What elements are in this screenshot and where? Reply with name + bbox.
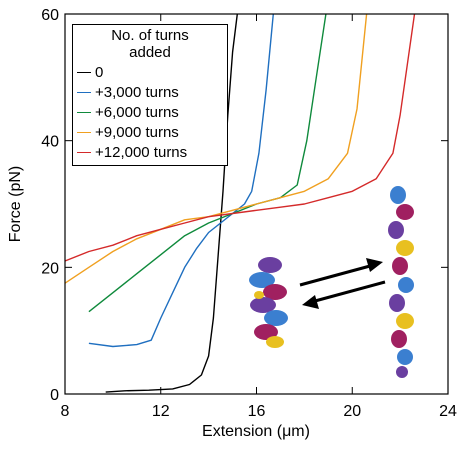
legend-entry: +3,000 turns [73, 82, 227, 102]
legend-label: +3,000 turns [95, 83, 179, 101]
supercoiled-dna [249, 257, 288, 348]
y-tick-label: 60 [41, 7, 59, 24]
legend-entry: 0 [73, 62, 227, 82]
legend-swatch [77, 111, 91, 113]
x-tick-label: 12 [152, 403, 170, 420]
series-line [88, 14, 274, 348]
legend: No. of turns added 0 +3,000 turns +6,000 t… [72, 24, 228, 166]
legend-label: +9,000 turns [95, 123, 179, 141]
legend-title: No. of turns added [111, 27, 189, 61]
x-tick-label: 8 [61, 403, 70, 420]
molecule-illustrations [249, 186, 414, 378]
legend-swatch [77, 151, 91, 153]
legend-swatch [77, 131, 91, 133]
series-line [65, 14, 416, 262]
legend-entry: +12,000 turns [73, 142, 227, 162]
legend-swatch [77, 71, 91, 73]
extended-dna [388, 186, 414, 378]
series-line [65, 14, 368, 284]
legend-label: 0 [95, 63, 104, 81]
legend-label: +12,000 turns [95, 143, 188, 161]
legend-entry: +9,000 turns [73, 122, 227, 142]
y-tick-label: 20 [41, 260, 59, 277]
legend-label: +6,000 turns [95, 103, 179, 121]
y-tick-label: 40 [41, 134, 59, 151]
arrows [299, 258, 386, 309]
plot-frame [64, 13, 449, 395]
x-tick-label: 24 [439, 403, 457, 420]
x-tick-label: 20 [343, 403, 361, 420]
y-tick-label: 0 [50, 387, 59, 404]
x-axis-label: Extension (μm) [202, 423, 310, 440]
y-axis-label: Force (pN) [7, 166, 24, 242]
legend-entry: +6,000 turns [73, 102, 227, 122]
legend-swatch [77, 91, 91, 93]
x-tick-label: 16 [248, 403, 266, 420]
